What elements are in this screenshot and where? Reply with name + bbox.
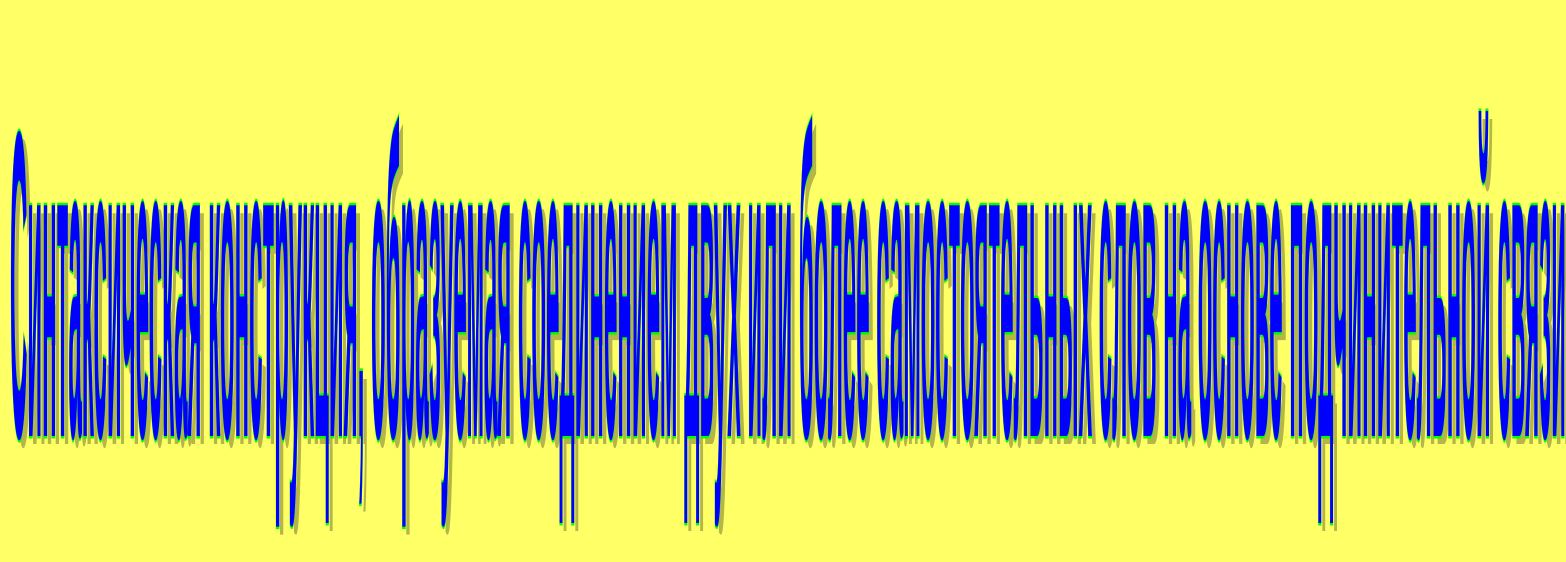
- wordart-shadow: Синтаксическая конструкция, образуемая с…: [14, 48, 1566, 540]
- wordart-shadow-text: Синтаксическая конструкция, образуемая с…: [14, 48, 1566, 540]
- wordart-text: Синтаксическая конструкция, образуемая с…: [10, 40, 1566, 532]
